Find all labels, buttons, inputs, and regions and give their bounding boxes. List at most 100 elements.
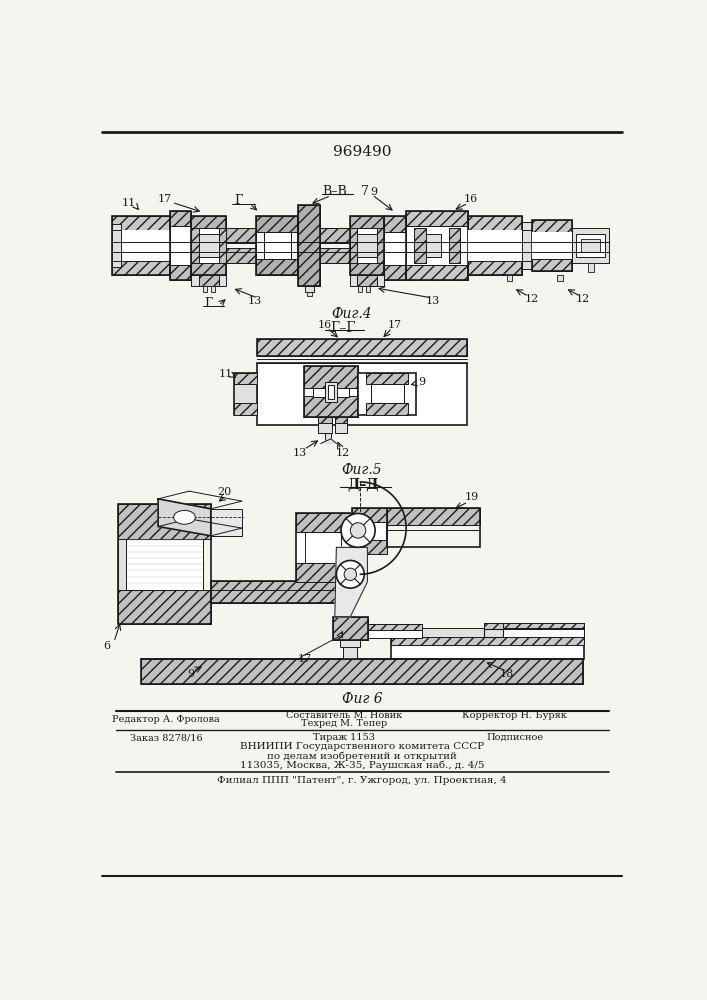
Bar	[118, 539, 126, 590]
Bar	[211, 286, 215, 292]
Bar	[366, 286, 370, 292]
Bar	[414, 228, 426, 263]
Bar	[357, 275, 377, 286]
Bar	[126, 539, 203, 590]
Text: Составитель М. Новик: Составитель М. Новик	[286, 711, 402, 720]
Bar	[358, 373, 416, 415]
Bar	[118, 504, 211, 624]
Bar	[256, 216, 298, 275]
Bar	[192, 275, 226, 286]
Ellipse shape	[174, 510, 195, 524]
Text: Подписное: Подписное	[486, 733, 543, 742]
Bar	[581, 239, 600, 252]
Bar	[572, 228, 609, 263]
Bar	[366, 373, 409, 384]
Bar	[256, 216, 298, 232]
Text: 19: 19	[465, 492, 479, 502]
Bar	[522, 222, 532, 269]
Bar	[366, 403, 409, 415]
Text: 6: 6	[103, 641, 110, 651]
Bar	[349, 263, 385, 275]
Text: Г: Г	[204, 297, 213, 310]
Text: 17: 17	[387, 320, 402, 330]
Bar	[532, 259, 572, 271]
Text: Корректор Н. Буряк: Корректор Н. Буряк	[462, 711, 567, 720]
Bar	[371, 384, 404, 403]
Bar	[387, 508, 480, 547]
Bar	[298, 205, 320, 286]
Bar	[305, 286, 314, 292]
Bar	[192, 216, 226, 228]
Text: 7: 7	[361, 185, 369, 198]
Text: Филиал ППП "Патент", г. Ужгород, ул. Проектная, 4: Филиал ППП "Патент", г. Ужгород, ул. Про…	[217, 776, 507, 785]
Text: 17: 17	[298, 654, 312, 664]
Bar	[226, 248, 256, 263]
Text: Г: Г	[234, 194, 242, 207]
Bar	[468, 261, 522, 275]
Text: 17: 17	[157, 194, 171, 204]
Bar	[484, 623, 585, 637]
Bar	[199, 275, 218, 286]
Polygon shape	[335, 547, 368, 617]
Circle shape	[351, 523, 366, 538]
Bar	[426, 234, 441, 257]
Bar	[257, 339, 467, 356]
Bar	[332, 617, 368, 640]
Bar	[344, 647, 357, 659]
Bar	[211, 509, 242, 536]
Text: Техред М. Тепер: Техред М. Тепер	[301, 719, 387, 728]
Bar	[118, 504, 211, 539]
Bar	[141, 659, 583, 684]
Bar	[357, 228, 377, 263]
Bar	[358, 286, 362, 292]
Bar	[406, 226, 468, 265]
Bar	[325, 433, 331, 443]
Circle shape	[341, 513, 375, 547]
Bar	[468, 230, 522, 261]
Bar	[368, 624, 422, 638]
Bar	[385, 232, 406, 265]
Bar	[296, 513, 351, 532]
Text: 12: 12	[575, 294, 590, 304]
Bar	[170, 211, 192, 226]
Bar	[170, 226, 192, 265]
Text: Г–Г: Г–Г	[330, 321, 356, 335]
Bar	[192, 263, 226, 275]
Bar	[391, 637, 585, 659]
Bar	[170, 211, 192, 280]
Bar	[335, 417, 347, 423]
Bar	[406, 211, 468, 226]
Text: Редактор А. Фролова: Редактор А. Фролова	[112, 715, 220, 724]
Bar	[588, 263, 595, 272]
Polygon shape	[158, 499, 211, 536]
Bar	[313, 388, 349, 397]
Bar	[325, 382, 337, 402]
Bar	[305, 532, 341, 563]
Bar	[264, 232, 291, 259]
Bar	[112, 216, 170, 230]
Bar	[203, 286, 207, 292]
Bar	[421, 628, 484, 637]
Bar	[226, 228, 256, 243]
Text: 11: 11	[122, 198, 136, 208]
Bar	[349, 228, 357, 263]
Bar	[304, 366, 358, 417]
Text: 16: 16	[463, 194, 477, 204]
Bar	[557, 275, 563, 281]
Bar	[317, 417, 332, 423]
Text: 20: 20	[217, 487, 231, 497]
Text: Фиг 6: Фиг 6	[341, 692, 382, 706]
Bar	[234, 403, 257, 415]
Bar	[192, 228, 199, 263]
Bar	[387, 508, 480, 525]
Text: 13: 13	[293, 448, 307, 458]
Bar	[317, 417, 332, 433]
Text: 113035, Москва, Ж-35, Раушская наб., д. 4/5: 113035, Москва, Ж-35, Раушская наб., д. …	[240, 761, 484, 770]
Bar	[507, 275, 513, 281]
Bar	[304, 366, 358, 388]
Bar	[328, 385, 334, 399]
Bar	[391, 637, 585, 645]
Bar	[368, 624, 422, 630]
Bar	[385, 216, 406, 232]
Text: 18: 18	[500, 669, 514, 679]
